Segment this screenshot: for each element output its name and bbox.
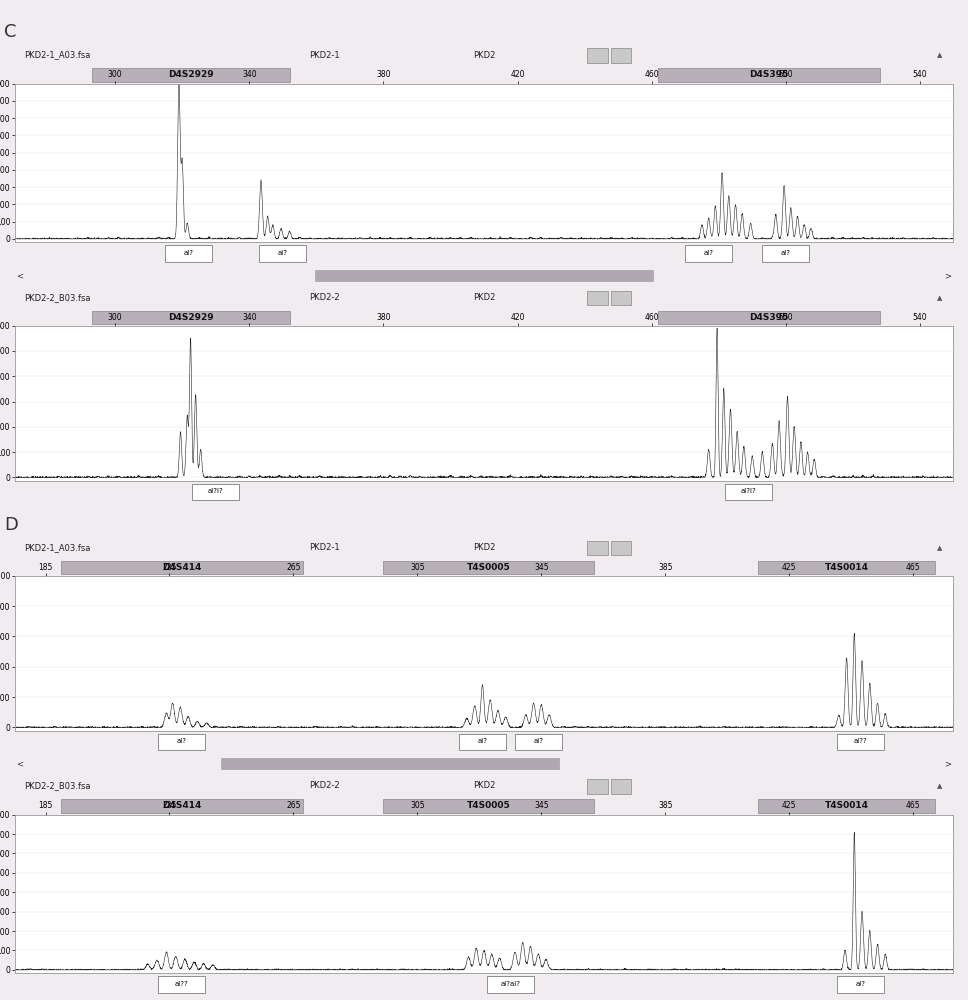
Text: al?: al? bbox=[184, 250, 194, 256]
Text: D: D bbox=[4, 516, 18, 534]
Text: PKD2: PKD2 bbox=[472, 293, 496, 302]
Text: PKD2: PKD2 bbox=[472, 543, 496, 552]
Text: <: < bbox=[16, 271, 23, 280]
Text: al?: al? bbox=[856, 981, 865, 987]
Bar bbox=[611, 779, 631, 794]
Text: PKD2-1_A03.fsa: PKD2-1_A03.fsa bbox=[24, 543, 90, 552]
Text: ▲: ▲ bbox=[937, 52, 942, 58]
Text: al??: al?? bbox=[854, 738, 867, 744]
Bar bbox=[658, 68, 880, 82]
Bar bbox=[611, 541, 631, 555]
Text: al?l?: al?l? bbox=[208, 488, 224, 494]
Text: ▲: ▲ bbox=[937, 295, 942, 301]
Text: PKD2: PKD2 bbox=[472, 782, 496, 790]
Bar bbox=[515, 734, 561, 750]
Text: T4S0005: T4S0005 bbox=[467, 563, 510, 572]
Text: al?: al? bbox=[278, 250, 287, 256]
Text: PKD2-1: PKD2-1 bbox=[309, 543, 340, 552]
Text: D4S395: D4S395 bbox=[749, 70, 789, 79]
Bar bbox=[837, 734, 884, 750]
Bar bbox=[588, 541, 608, 555]
Bar bbox=[611, 48, 631, 63]
Bar bbox=[193, 484, 239, 500]
Text: D4S414: D4S414 bbox=[163, 801, 201, 810]
Text: T4S0005: T4S0005 bbox=[467, 801, 510, 810]
Text: D4S414: D4S414 bbox=[163, 563, 201, 572]
Bar bbox=[459, 734, 506, 750]
Text: al?al?: al?al? bbox=[500, 981, 521, 987]
Bar bbox=[837, 976, 884, 993]
Text: C: C bbox=[4, 23, 16, 41]
Bar bbox=[487, 976, 533, 993]
Bar bbox=[758, 799, 935, 813]
Text: al?: al? bbox=[533, 738, 543, 744]
Text: <: < bbox=[16, 759, 23, 768]
Text: PKD2-2_B03.fsa: PKD2-2_B03.fsa bbox=[24, 782, 90, 790]
Text: al?l?: al?l? bbox=[741, 488, 757, 494]
Bar bbox=[611, 291, 631, 305]
Bar bbox=[92, 68, 289, 82]
Text: PKD2-1_A03.fsa: PKD2-1_A03.fsa bbox=[24, 50, 90, 60]
Text: T4S0014: T4S0014 bbox=[825, 801, 868, 810]
Bar bbox=[725, 484, 772, 500]
Text: ▲: ▲ bbox=[937, 545, 942, 551]
Text: PKD2-2_B03.fsa: PKD2-2_B03.fsa bbox=[24, 293, 90, 302]
Bar bbox=[658, 311, 880, 324]
Text: al?: al? bbox=[781, 250, 791, 256]
Bar bbox=[92, 311, 289, 324]
Bar bbox=[315, 270, 653, 281]
Text: T4S0014: T4S0014 bbox=[825, 563, 868, 572]
Bar bbox=[166, 245, 212, 262]
Text: al?: al? bbox=[704, 250, 713, 256]
Bar bbox=[221, 758, 560, 769]
Text: PKD2-2: PKD2-2 bbox=[309, 782, 340, 790]
Text: al??: al?? bbox=[175, 981, 189, 987]
Text: PKD2-2: PKD2-2 bbox=[309, 293, 340, 302]
Text: PKD2-1: PKD2-1 bbox=[309, 50, 340, 60]
Bar bbox=[383, 799, 594, 813]
Text: >: > bbox=[945, 271, 952, 280]
Text: D4S2929: D4S2929 bbox=[167, 70, 213, 79]
Text: ▲: ▲ bbox=[937, 783, 942, 789]
Text: al?: al? bbox=[477, 738, 488, 744]
Bar bbox=[61, 561, 303, 574]
Text: al?: al? bbox=[177, 738, 187, 744]
Bar bbox=[259, 245, 306, 262]
Bar bbox=[588, 779, 608, 794]
Bar bbox=[763, 245, 809, 262]
Bar bbox=[588, 291, 608, 305]
Text: D4S2929: D4S2929 bbox=[167, 313, 213, 322]
Bar bbox=[159, 734, 205, 750]
Bar bbox=[159, 976, 205, 993]
Bar bbox=[383, 561, 594, 574]
Bar bbox=[758, 561, 935, 574]
Bar bbox=[685, 245, 732, 262]
Bar bbox=[61, 799, 303, 813]
Text: >: > bbox=[945, 759, 952, 768]
Text: D4S395: D4S395 bbox=[749, 313, 789, 322]
Bar bbox=[588, 48, 608, 63]
Text: PKD2: PKD2 bbox=[472, 50, 496, 60]
